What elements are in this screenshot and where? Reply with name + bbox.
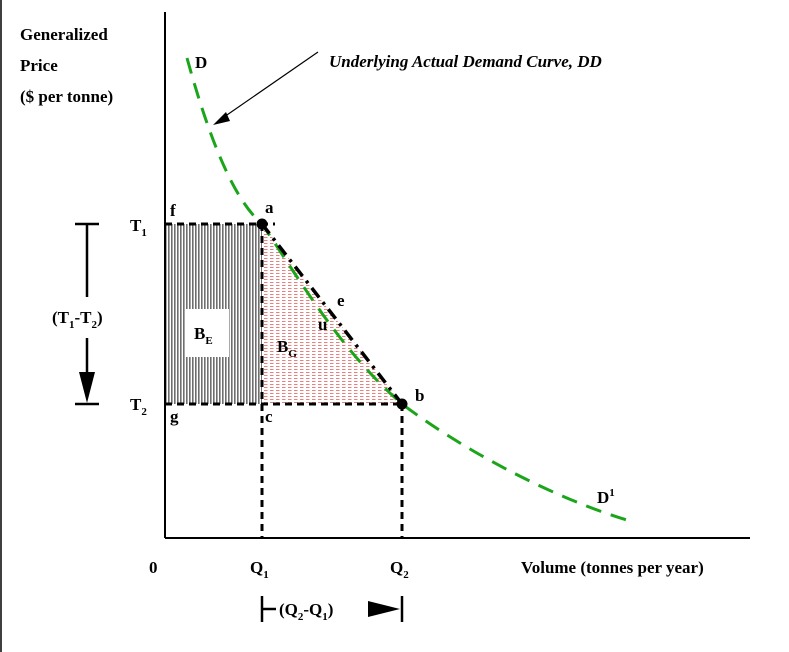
point-b-marker xyxy=(396,398,408,410)
label-t1: T1 xyxy=(130,216,147,239)
origin-label: 0 xyxy=(149,558,158,577)
label-bg: BG xyxy=(277,337,297,360)
annotation-arrowhead xyxy=(213,112,230,125)
label-be: BE xyxy=(194,324,213,347)
label-u: u xyxy=(318,315,327,334)
label-e: e xyxy=(337,291,345,310)
curve-annotation: Underlying Actual Demand Curve, DD xyxy=(329,52,602,71)
price-change-label: (T1-T2) xyxy=(52,308,103,331)
y-axis-title-line2: Price xyxy=(20,56,58,75)
quantity-change-label: (Q2-Q1) xyxy=(279,600,333,623)
label-a: a xyxy=(265,198,274,217)
point-a-marker xyxy=(256,218,268,230)
y-axis-title-line1: Generalized xyxy=(20,25,108,44)
area-be-label-box xyxy=(186,309,229,357)
label-d1: D1 xyxy=(597,487,615,507)
label-t2: T2 xyxy=(130,395,147,418)
quantity-change-arrowhead xyxy=(368,601,400,617)
y-axis-title-line3: ($ per tonne) xyxy=(20,87,113,106)
x-axis-title: Volume (tonnes per year) xyxy=(521,558,704,577)
label-g: g xyxy=(170,407,179,426)
label-c: c xyxy=(265,407,273,426)
label-q2: Q2 xyxy=(390,558,409,581)
label-f: f xyxy=(170,201,176,220)
linear-approximation-line xyxy=(260,222,404,406)
annotation-arrow-line xyxy=(223,51,319,118)
label-b: b xyxy=(415,386,424,405)
label-d: D xyxy=(195,53,207,72)
demand-curve xyxy=(185,57,628,522)
label-q1: Q1 xyxy=(250,558,269,581)
price-change-arrowhead xyxy=(79,372,95,403)
